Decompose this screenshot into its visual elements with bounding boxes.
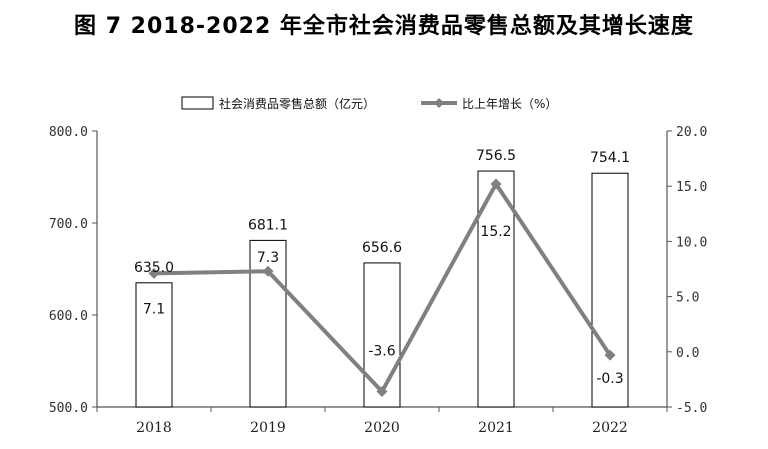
right-tick-label: 15.0	[676, 180, 707, 195]
right-tick-label: -5.0	[676, 401, 707, 416]
left-tick-label: 500.0	[49, 401, 88, 416]
left-tick-label: 800.0	[49, 125, 88, 140]
x-tick-label: 2018	[136, 420, 172, 436]
chart-title: 图 7 2018-2022 年全市社会消费品零售总额及其增长速度	[74, 14, 694, 39]
growth-point	[490, 178, 502, 190]
bar-value-label: 656.6	[362, 240, 402, 256]
bar-series	[135, 170, 629, 408]
growth-line-series	[148, 178, 616, 398]
growth-point	[604, 349, 616, 361]
x-tick-label: 2021	[478, 420, 514, 436]
data-labels: 635.0 681.1 656.6 756.5 754.1 7.1 7.3 -3.6 15.2 -…	[134, 148, 630, 387]
growth-point	[262, 265, 274, 277]
bar	[135, 282, 173, 408]
right-tick-label: 5.0	[676, 291, 699, 306]
bar-value-label: 756.5	[476, 148, 516, 164]
bar	[591, 172, 629, 408]
bar	[363, 262, 401, 408]
left-tick-label: 600.0	[49, 309, 88, 324]
x-tick-label: 2020	[364, 420, 400, 436]
bar-value-label: 635.0	[134, 260, 174, 276]
axes: 500.0 600.0 700.0 800.0 -5.0 0.0 5.0 10.0 15.0 20…	[49, 125, 707, 436]
legend: 社会消费品零售总额（亿元） 比上年增长（%）	[181, 96, 557, 111]
growth-value-label: 15.2	[480, 224, 511, 240]
x-tick-label: 2022	[592, 420, 628, 436]
right-tick-label: 10.0	[676, 235, 707, 250]
growth-value-label: 7.3	[257, 250, 279, 266]
legend-line-marker	[434, 98, 444, 108]
growth-value-label: -0.3	[596, 371, 623, 387]
growth-value-label: -3.6	[368, 344, 395, 360]
x-tick-label: 2019	[250, 420, 286, 436]
left-tick-label: 700.0	[49, 217, 88, 232]
legend-bar-label: 社会消费品零售总额（亿元）	[219, 96, 375, 111]
bar-value-label: 681.1	[248, 217, 288, 233]
legend-line-label: 比上年增长（%）	[462, 97, 557, 111]
growth-point	[376, 386, 388, 398]
right-tick-label: 0.0	[676, 346, 699, 361]
growth-value-label: 7.1	[143, 301, 165, 317]
legend-bar-swatch	[181, 96, 214, 110]
right-tick-label: 20.0	[676, 125, 707, 140]
growth-point	[148, 267, 160, 279]
bar	[477, 170, 515, 408]
bar-value-label: 754.1	[590, 150, 630, 166]
